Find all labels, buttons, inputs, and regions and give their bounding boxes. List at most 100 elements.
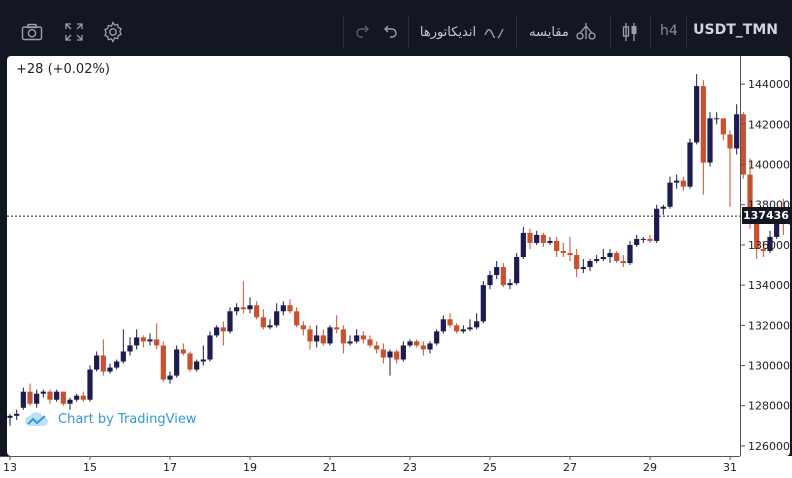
candle-body xyxy=(647,238,653,241)
candle-body xyxy=(687,142,693,187)
candle xyxy=(420,341,426,356)
candle xyxy=(280,301,286,316)
candle-body xyxy=(594,259,600,262)
candle-body xyxy=(440,319,446,332)
candle-body xyxy=(474,321,480,328)
candle xyxy=(407,339,413,348)
candle xyxy=(634,234,640,247)
candle xyxy=(434,329,440,346)
chart-type-button[interactable] xyxy=(616,12,644,52)
candle-body xyxy=(234,307,240,312)
redo-button[interactable] xyxy=(350,12,376,52)
candle xyxy=(494,261,500,280)
price-axis[interactable]: 1260001280001300001320001340001360001380… xyxy=(741,56,791,456)
candle-body xyxy=(700,86,706,163)
candle-body xyxy=(280,305,286,312)
candle xyxy=(194,359,200,372)
settings-button[interactable] xyxy=(94,12,132,52)
candle-body xyxy=(167,375,173,380)
candle xyxy=(487,271,493,290)
time-tick-label: 15 xyxy=(83,461,97,474)
price-axis-line xyxy=(740,56,741,456)
candle xyxy=(654,204,660,243)
candle-body xyxy=(300,325,306,330)
time-axis[interactable]: 13 15 17 19 21 23 25 27 29 31 xyxy=(0,456,792,478)
candle-body xyxy=(54,391,60,400)
compare-icon xyxy=(576,23,596,40)
toolbar-separator xyxy=(650,16,651,48)
candle xyxy=(267,319,273,330)
candle xyxy=(300,321,306,336)
candle-body xyxy=(194,361,200,370)
candle-body xyxy=(140,337,146,342)
candle xyxy=(600,248,606,262)
candle xyxy=(27,383,33,406)
candle xyxy=(687,138,693,189)
price-change-label: +28 (+0.02%) xyxy=(16,62,110,77)
toolbar-separator xyxy=(408,16,409,48)
candle-body xyxy=(74,395,80,400)
candle-body xyxy=(114,361,120,368)
candle-body xyxy=(340,329,346,344)
candle-body xyxy=(574,254,580,270)
fullscreen-button[interactable] xyxy=(54,12,94,52)
candle-body xyxy=(334,327,340,330)
interval-selector[interactable]: h4 xyxy=(660,23,678,39)
compare-button[interactable]: مقایسه xyxy=(522,12,604,52)
candle-body xyxy=(374,345,380,350)
candle-body xyxy=(580,267,586,270)
candle-body xyxy=(87,369,93,400)
candle xyxy=(47,389,53,404)
candle xyxy=(114,359,120,370)
candle-body xyxy=(174,349,180,376)
candle xyxy=(507,279,513,290)
candle-body xyxy=(680,180,686,187)
candle-body xyxy=(307,329,313,342)
candle-body xyxy=(740,114,746,175)
candle-body xyxy=(354,335,360,342)
price-chart[interactable] xyxy=(7,56,790,456)
candle xyxy=(40,389,46,398)
screenshot-button[interactable] xyxy=(10,12,54,52)
candle-body xyxy=(94,355,100,370)
candle xyxy=(87,365,93,402)
toolbar-separator xyxy=(610,16,611,48)
candle xyxy=(660,204,666,215)
candle-body xyxy=(754,222,760,249)
candle xyxy=(480,281,486,324)
candle-body xyxy=(640,238,646,240)
candle xyxy=(627,240,633,266)
candles-icon xyxy=(622,23,637,41)
candle-body xyxy=(260,317,266,328)
candle xyxy=(354,329,360,344)
candle-body xyxy=(620,261,626,264)
time-tick-label: 17 xyxy=(163,461,177,474)
candle xyxy=(540,232,546,247)
time-tick-label: 19 xyxy=(243,461,257,474)
candle-body xyxy=(387,351,393,358)
undo-button[interactable] xyxy=(378,12,402,52)
symbol-name[interactable]: USDT_TMN xyxy=(693,22,778,38)
candle xyxy=(80,391,86,402)
indicators-button[interactable]: اندیکاتورها xyxy=(414,12,510,52)
candle xyxy=(94,351,100,372)
tradingview-watermark[interactable]: Chart by TradingView xyxy=(24,410,196,428)
candle-body xyxy=(460,329,466,332)
candle-body xyxy=(420,345,426,350)
candle xyxy=(187,351,193,372)
candle-body xyxy=(367,339,373,346)
candle xyxy=(140,335,146,348)
chart-pane[interactable] xyxy=(7,56,790,456)
candle-body xyxy=(347,341,353,344)
candle xyxy=(294,307,300,328)
candle-body xyxy=(547,240,553,243)
candle-body xyxy=(507,283,513,286)
candle-body xyxy=(667,182,673,207)
candle-body xyxy=(480,285,486,322)
candle xyxy=(667,176,673,209)
candle xyxy=(247,297,253,314)
time-tick-label: 31 xyxy=(723,461,737,474)
candle xyxy=(227,307,233,334)
candle xyxy=(327,325,333,346)
candle-body xyxy=(727,134,733,149)
